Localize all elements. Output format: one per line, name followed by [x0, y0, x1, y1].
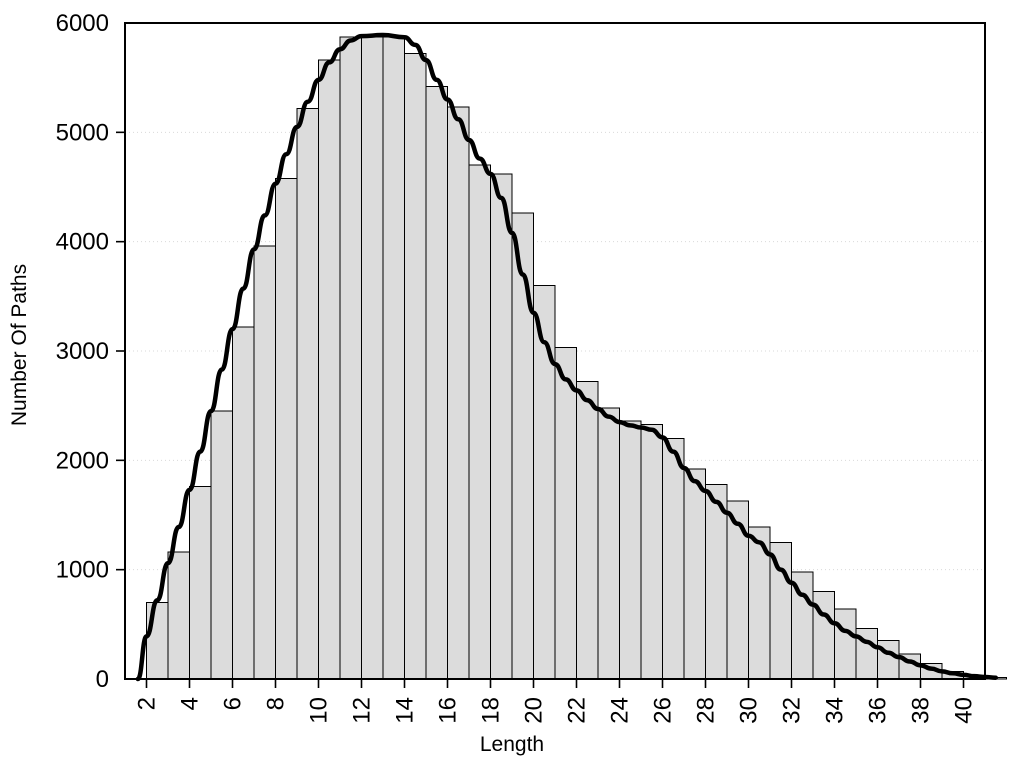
- x-axis-tick-label: 28: [693, 697, 720, 724]
- y-axis-tick-label: 2000: [56, 447, 109, 474]
- histogram-bar: [189, 486, 212, 680]
- x-axis-tick-label: 26: [650, 697, 677, 724]
- x-axis-tick-label: 12: [349, 697, 376, 724]
- histogram-bar: [167, 551, 190, 680]
- y-axis-tick-label: 4000: [56, 229, 109, 256]
- histogram-bar: [468, 164, 491, 680]
- x-axis-tick-label: 14: [392, 697, 419, 724]
- x-axis-tick-label: 16: [435, 697, 462, 724]
- histogram-bar: [425, 85, 448, 680]
- y-axis-title-wrapper: Number Of Paths: [0, 0, 40, 690]
- histogram-bar: [339, 36, 362, 680]
- x-axis-tick-label: 6: [220, 697, 247, 710]
- x-axis-tick-label: 2: [134, 697, 161, 710]
- histogram-bar: [361, 36, 384, 680]
- y-axis-tick-label: 1000: [56, 557, 109, 584]
- histogram-bar: [834, 608, 857, 680]
- x-axis-tick-label: 34: [822, 697, 849, 724]
- histogram-bar: [576, 381, 599, 680]
- histogram-bar: [382, 36, 405, 680]
- x-axis-tick-label: 36: [865, 697, 892, 724]
- y-axis-tick-label: 6000: [56, 10, 109, 37]
- histogram-bar: [232, 326, 255, 680]
- histogram-bar: [662, 437, 685, 680]
- y-axis-tick-label: 3000: [56, 338, 109, 365]
- density-curve: [135, 32, 998, 682]
- x-axis-title: Length: [479, 733, 545, 756]
- histogram-bar: [769, 541, 792, 680]
- x-axis-tick-label: 24: [607, 697, 634, 724]
- y-axis-tick-label: 0: [96, 666, 109, 693]
- histogram-bar: [296, 107, 319, 680]
- x-axis-tick-label: 40: [951, 697, 978, 724]
- x-axis-tick-label: 10: [306, 697, 333, 724]
- x-axis-tick-label: 8: [263, 697, 290, 710]
- histogram-bar: [640, 423, 663, 680]
- histogram-bar: [275, 177, 298, 680]
- histogram-bar: [597, 407, 620, 680]
- histogram-bar: [490, 173, 513, 680]
- histogram-bar: [146, 601, 169, 680]
- histogram-bar: [554, 347, 577, 680]
- histogram-bar: [619, 420, 642, 680]
- y-axis-title: Number Of Paths: [8, 263, 32, 427]
- y-axis-tick-label: 5000: [56, 119, 109, 146]
- histogram-bar: [318, 59, 341, 680]
- x-axis-tick-label: 38: [908, 697, 935, 724]
- histogram-bar: [404, 53, 427, 680]
- x-axis-tick-label: 18: [478, 697, 505, 724]
- histogram-bar: [511, 212, 534, 680]
- histogram-bar: [726, 500, 749, 680]
- histogram-bar: [210, 410, 233, 680]
- histogram-bar: [683, 468, 706, 680]
- x-axis-tick-label: 22: [564, 697, 591, 724]
- histogram-bar: [447, 106, 470, 680]
- x-axis-tick-label: 20: [521, 697, 548, 724]
- x-axis-tick-label: 32: [779, 697, 806, 724]
- histogram-bar: [253, 245, 276, 680]
- x-axis-tick-label: 30: [736, 697, 763, 724]
- x-axis-tick-label: 4: [177, 697, 204, 710]
